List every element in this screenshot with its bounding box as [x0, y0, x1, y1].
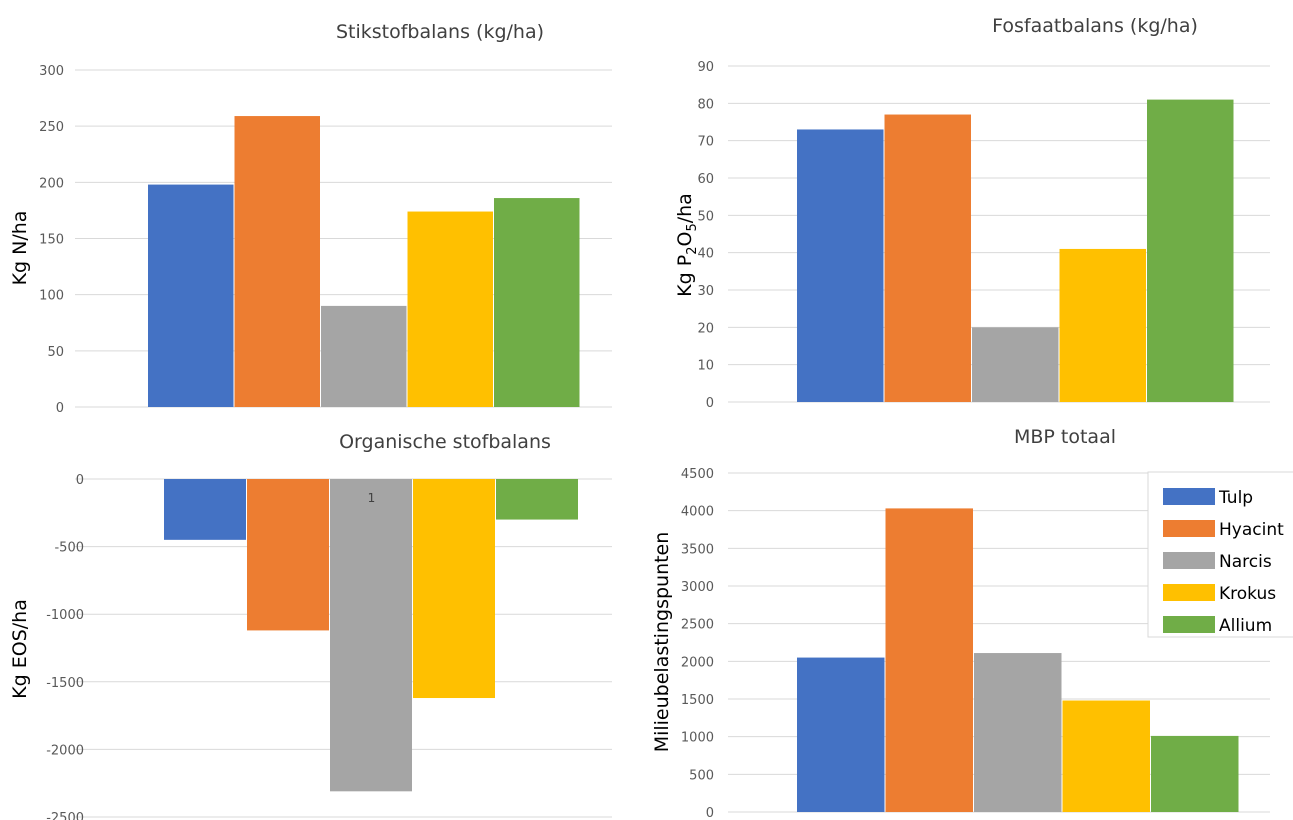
legend-label-krokus: Krokus — [1219, 584, 1276, 604]
y-tick-label: 150 — [39, 233, 64, 248]
bar-allium — [1147, 99, 1234, 402]
bar-hyacint — [234, 116, 320, 407]
legend-label-narcis: Narcis — [1219, 552, 1272, 572]
y-tick-label: 500 — [689, 768, 714, 783]
legend: Tulp Hyacint Narcis Krokus Allium — [1147, 471, 1293, 638]
y-tick-label: 2500 — [681, 618, 714, 633]
chart-mbp-totaal: MBP totaal 0 500 1000 1500 2000 2500 3000 3500 40… — [651, 426, 1270, 820]
chart-title: MBP totaal — [1014, 426, 1116, 448]
bar-narcis — [974, 653, 1062, 812]
y-tick-label: 60 — [697, 172, 714, 187]
bar-tulp — [797, 129, 884, 402]
y-tick-label: 0 — [56, 401, 64, 416]
chart-title: Organische stofbalans — [339, 431, 551, 453]
bar-tulp — [164, 479, 246, 540]
legend-swatch-allium — [1163, 616, 1215, 633]
data-label: 1 — [368, 491, 376, 505]
bar-allium — [494, 198, 580, 407]
bar-narcis — [330, 479, 412, 792]
y-tick-label: 100 — [39, 289, 64, 304]
y-tick-label: 4000 — [681, 505, 714, 520]
y-tick-label: -500 — [54, 541, 84, 556]
legend-swatch-hyacint — [1163, 520, 1215, 537]
legend-swatch-narcis — [1163, 552, 1215, 569]
y-axis-label: Milieubelastingspunten — [651, 532, 673, 753]
y-tick-label: 300 — [39, 64, 64, 79]
y-tick-label: -2500 — [46, 811, 84, 820]
y-tick-label: 50 — [697, 209, 714, 224]
y-tick-label: 0 — [706, 396, 714, 411]
y-tick-label: 2000 — [681, 655, 714, 670]
y-tick-label: 40 — [697, 247, 714, 262]
y-axis-label: Kg N/ha — [9, 211, 31, 286]
y-tick-label: 90 — [697, 60, 714, 75]
y-axis-label: Kg EOS/ha — [9, 599, 31, 699]
legend-swatch-krokus — [1163, 584, 1215, 601]
legend-label-hyacint: Hyacint — [1219, 520, 1284, 540]
y-tick-label: 50 — [47, 345, 64, 360]
bar-krokus — [407, 211, 493, 407]
chart-title: Fosfaatbalans (kg/ha) — [992, 15, 1198, 37]
chart-fosfaatbalans-kg-ha: Fosfaatbalans (kg/ha) 0 10 20 30 40 50 60 70 80 90… — [674, 15, 1270, 411]
y-tick-label: 20 — [697, 321, 714, 336]
y-tick-label: 1500 — [681, 693, 714, 708]
y-axis-label: Kg P2O5/ha — [674, 193, 700, 297]
bar-hyacint — [884, 114, 971, 403]
y-tick-label: 70 — [697, 135, 714, 150]
y-tick-label: 30 — [697, 284, 714, 299]
y-tick-label: 80 — [697, 97, 714, 112]
bar-krokus — [413, 479, 495, 699]
y-tick-label: 250 — [39, 120, 64, 135]
y-tick-label: 3500 — [681, 542, 714, 557]
bar-krokus — [1059, 248, 1146, 402]
bar-tulp — [797, 657, 885, 812]
legend-label-tulp: Tulp — [1218, 488, 1253, 508]
y-tick-label: 0 — [76, 473, 84, 488]
bar-allium — [1151, 735, 1239, 812]
y-tick-label: 0 — [706, 806, 714, 820]
y-tick-label: -1000 — [46, 608, 84, 623]
bar-krokus — [1062, 700, 1150, 812]
chart-title: Stikstofbalans (kg/ha) — [336, 21, 544, 43]
bar-tulp — [148, 184, 234, 407]
y-tick-label: -2000 — [46, 743, 84, 758]
y-tick-label: -1500 — [46, 676, 84, 691]
y-tick-label: 10 — [697, 359, 714, 374]
y-tick-label: 3000 — [681, 580, 714, 595]
y-tick-label: 1000 — [681, 731, 714, 746]
y-tick-label: 200 — [39, 176, 64, 191]
chart-stikstofbalans-kg-ha: Stikstofbalans (kg/ha) 0 50 100 150 200 250 300… — [9, 21, 612, 416]
y-tick-label: 4500 — [681, 467, 714, 482]
bar-narcis — [972, 327, 1059, 402]
chart-organische-stofbalans: Organische stofbalans 0 -500 -1000 -1500 -200… — [9, 431, 612, 820]
legend-swatch-tulp — [1163, 488, 1215, 505]
bar-hyacint — [247, 479, 329, 631]
bar-narcis — [321, 305, 407, 407]
legend-label-allium: Allium — [1219, 616, 1272, 636]
bar-hyacint — [885, 508, 973, 812]
bar-allium — [496, 479, 578, 520]
